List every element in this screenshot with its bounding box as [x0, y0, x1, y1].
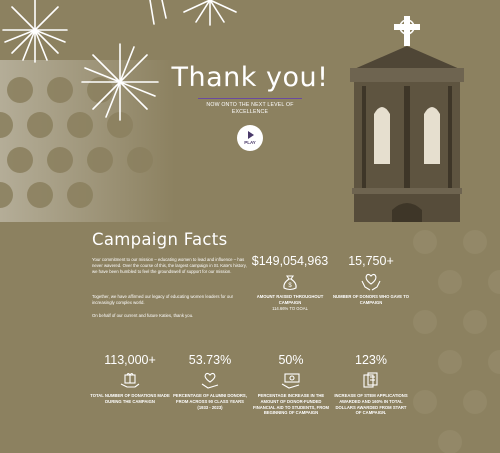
money-bag-icon: $	[283, 275, 297, 291]
hero-banner: Thank you! NOW ONTO THE NEXT LEVEL OF EX…	[0, 0, 500, 222]
heart-hand-icon	[201, 372, 219, 389]
stat-alumni-donors: 53.73% PERCENTAGE OF ALUMNI DONORS, FROM…	[172, 353, 248, 410]
gift-hand-icon	[120, 372, 140, 388]
campaign-facts-title: Campaign Facts	[92, 230, 228, 249]
stat-value: 113,000+	[104, 353, 156, 367]
stat-amount-raised: $149,054,963 $ AMOUNT RAISED THROUGHOUT …	[250, 254, 330, 311]
stat-donors: 15,750+ NUMBER OF DONORS WHO GAVE TO CAM…	[333, 254, 409, 306]
play-icon	[248, 131, 254, 139]
page-subtitle: NOW ONTO THE NEXT LEVEL OF EXCELLENCE	[206, 102, 294, 115]
stat-stem-applications: 123% INCREASE OF STEM APPLICATIONS AWARD…	[333, 353, 409, 416]
intro-paragraph: Your commitment to our mission – educati…	[92, 257, 247, 274]
page-title: Thank you!	[171, 62, 329, 93]
side-pattern	[413, 230, 500, 453]
fireworks-decoration	[2, 0, 237, 121]
stat-note: 114.66% TO GOAL	[272, 305, 308, 311]
stat-value: 15,750+	[348, 254, 394, 268]
play-button[interactable]: PLAY	[237, 125, 263, 151]
play-label: PLAY	[244, 140, 256, 145]
stat-donations: 113,000+ TOTAL NUMBER OF DONATIONS MADE …	[90, 353, 170, 405]
bell-tower-image	[350, 16, 464, 222]
stat-financial-aid: 50% PERCENTAGE INCREASE IN THE AMOUNT OF…	[252, 353, 330, 416]
stat-label: NUMBER OF DONORS WHO GAVE TO CAMPAIGN	[333, 294, 409, 305]
cash-hand-icon	[281, 373, 300, 389]
stat-label: PERCENTAGE OF ALUMNI DONORS, FROM ACROSS…	[173, 393, 247, 410]
quatrefoil-pattern	[0, 60, 175, 222]
stat-label: AMOUNT RAISED THROUGHOUT CAMPAIGN	[256, 294, 324, 305]
stat-label: PERCENTAGE INCREASE IN THE AMOUNT OF DON…	[253, 393, 329, 416]
legacy-paragraph: Together, we have affirmed our legacy of…	[92, 294, 234, 305]
documents-icon	[363, 372, 378, 388]
stat-value: $149,054,963	[251, 254, 329, 268]
stat-label: INCREASE OF STEM APPLICATIONS AWARDED AN…	[334, 393, 408, 416]
stat-label: TOTAL NUMBER OF DONATIONS MADE DURING TH…	[90, 393, 170, 404]
thanks-paragraph: On behalf of our current and future Kati…	[92, 313, 194, 318]
title-divider	[198, 98, 302, 99]
stat-value: 123%	[355, 353, 387, 367]
stat-value: 53.73%	[188, 353, 232, 367]
svg-text:$: $	[288, 283, 292, 289]
stat-value: 50%	[278, 353, 304, 367]
hands-heart-icon	[361, 273, 381, 291]
